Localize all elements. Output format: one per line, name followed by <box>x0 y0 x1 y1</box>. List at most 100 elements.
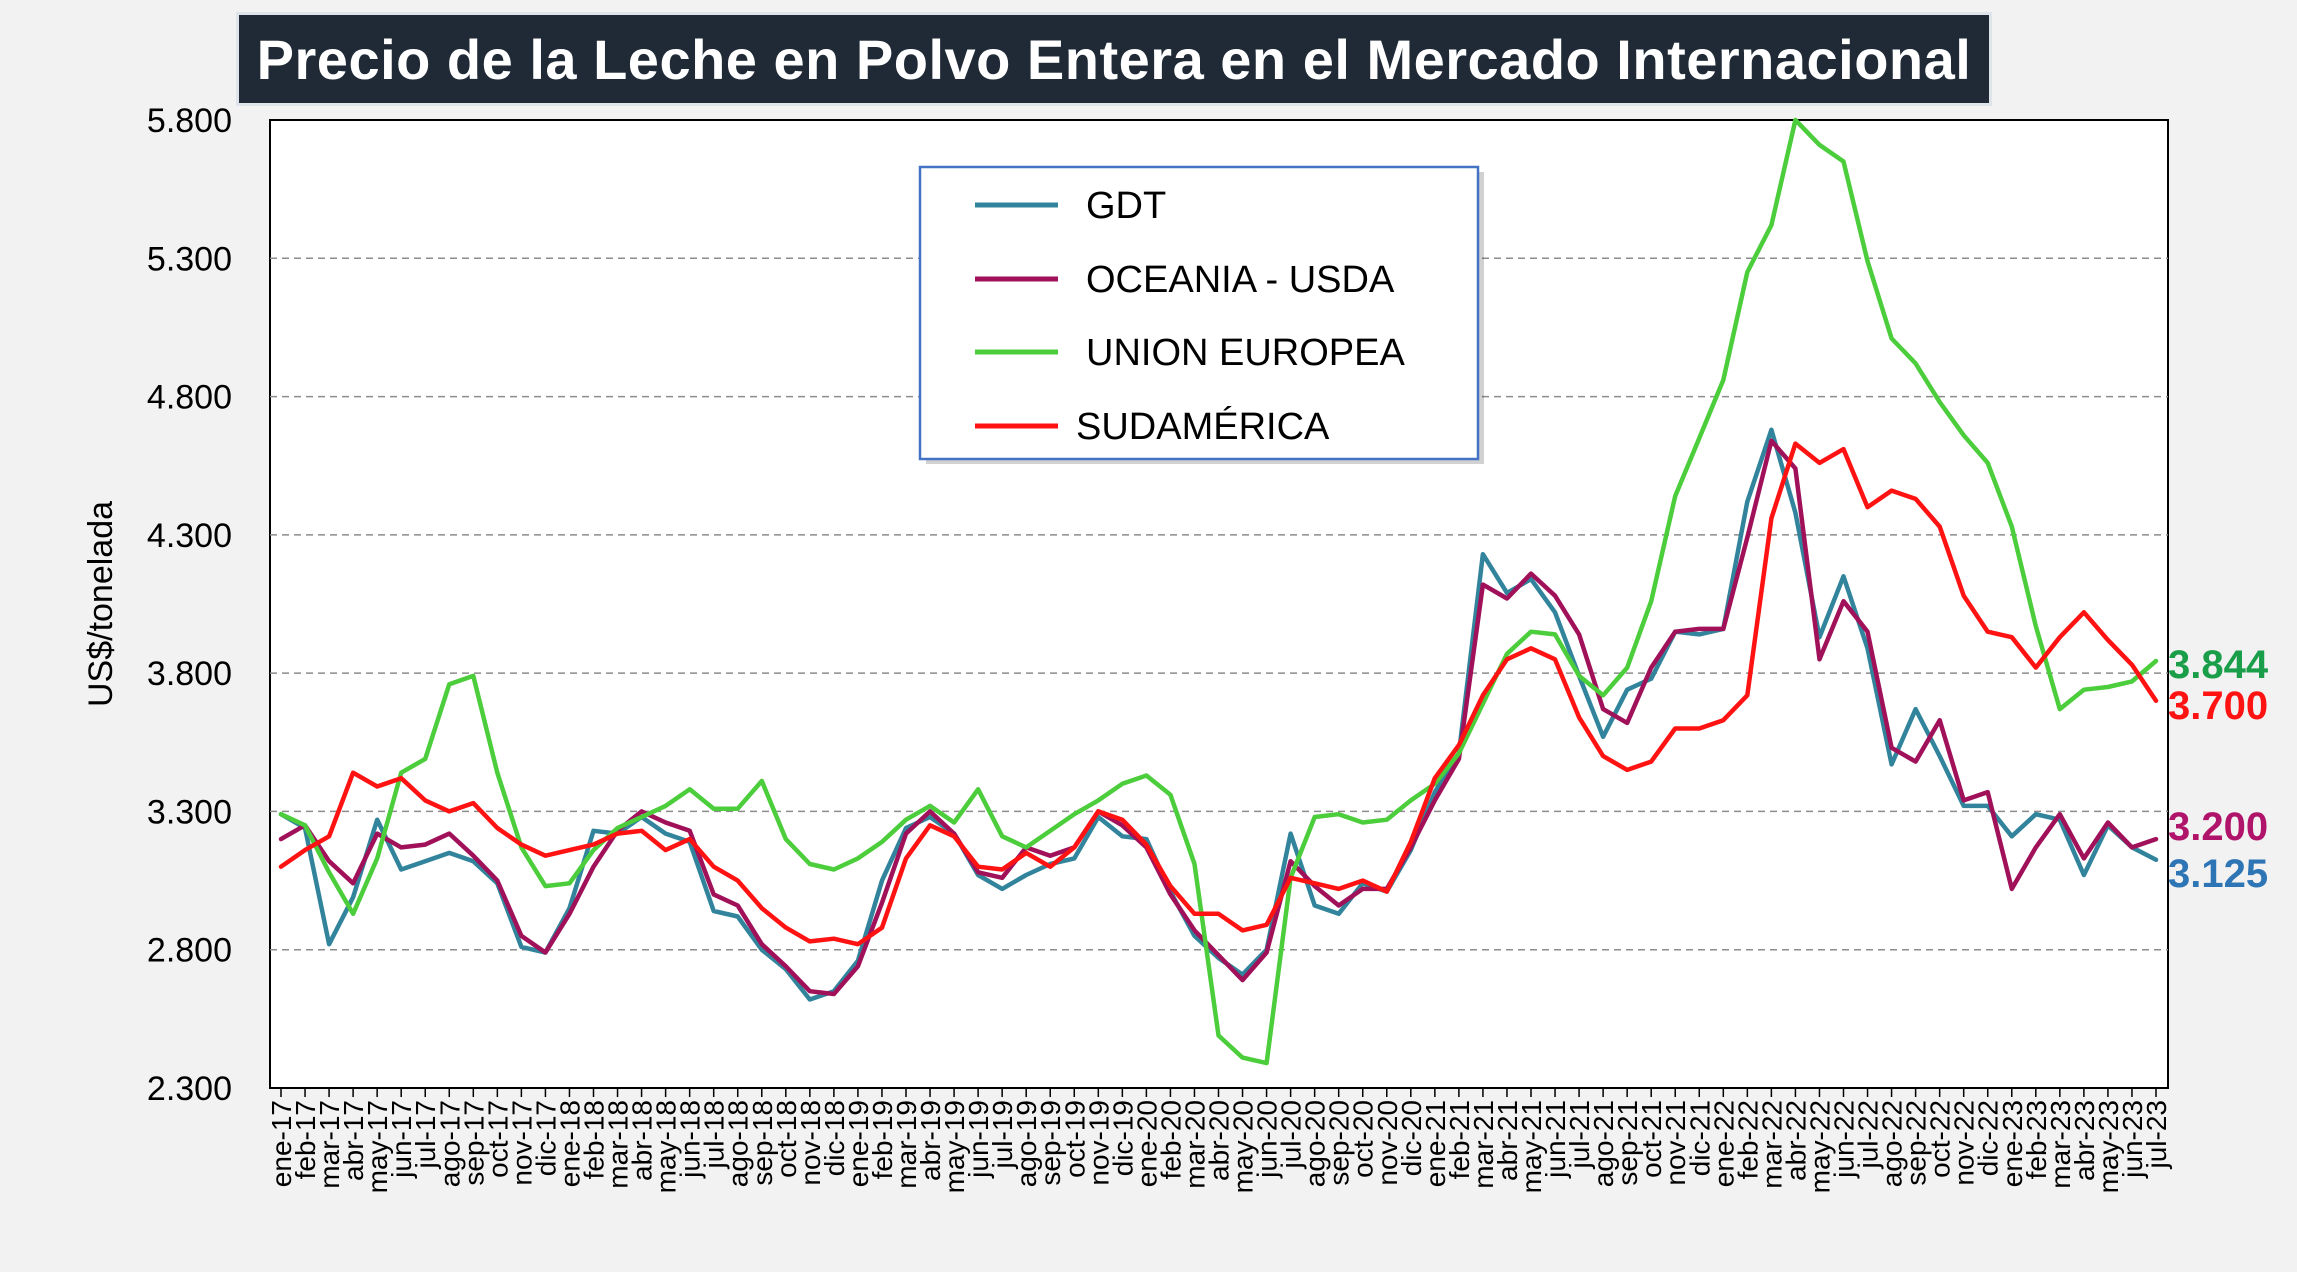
x-tick-label: oct-22 <box>1925 1100 1956 1178</box>
x-tick-label: sep-21 <box>1612 1100 1643 1186</box>
series-line-2 <box>278 117 2159 1066</box>
x-tick-label: sep-20 <box>1324 1100 1355 1186</box>
x-tick-label: may-22 <box>1804 1100 1835 1193</box>
x-tick-label: mar-20 <box>1179 1100 1210 1189</box>
x-tick-label: mar-22 <box>1756 1100 1787 1189</box>
end-value-label: 3.700 <box>2168 684 2268 728</box>
x-tick-label: abr-22 <box>1780 1100 1811 1181</box>
x-tick-label: sep-22 <box>1901 1100 1932 1186</box>
x-tick-label: jul-20 <box>1276 1100 1307 1169</box>
x-tick-label: dic-17 <box>530 1100 561 1176</box>
x-tick-label: mar-21 <box>1468 1100 1499 1189</box>
x-tick-label: jun-20 <box>1252 1100 1283 1179</box>
x-tick-label: dic-19 <box>1107 1100 1138 1176</box>
x-tick-label: ene-21 <box>1420 1100 1451 1187</box>
x-tick-label: oct-17 <box>482 1100 513 1178</box>
x-tick-label: ene-17 <box>266 1100 297 1187</box>
x-tick-label: jul-18 <box>699 1100 730 1169</box>
chart-title: Precio de la Leche en Polvo Entera en el… <box>256 27 1972 91</box>
y-tick-label: 4.300 <box>147 517 232 555</box>
x-tick-label: ene-20 <box>1131 1100 1162 1187</box>
x-tick-label: may-19 <box>939 1100 970 1193</box>
x-tick-label: abr-17 <box>338 1100 369 1181</box>
x-tick-label: ene-23 <box>1997 1100 2028 1187</box>
x-tick-label: ene-22 <box>1708 1100 1739 1187</box>
x-tick-label: oct-19 <box>1059 1100 1090 1178</box>
x-tick-label: nov-22 <box>1949 1100 1980 1186</box>
x-tick-label: ene-19 <box>843 1100 874 1187</box>
x-tick-label: ago-21 <box>1588 1100 1619 1187</box>
x-tick-label: nov-18 <box>795 1100 826 1186</box>
end-value-label: 3.844 <box>2168 643 2269 687</box>
x-tick-label: sep-19 <box>1035 1100 1066 1186</box>
x-tick-label: ene-18 <box>554 1100 585 1187</box>
x-tick-label: mar-17 <box>314 1100 345 1189</box>
x-tick-label: may-20 <box>1228 1100 1259 1193</box>
x-tick-label: jul-17 <box>410 1100 441 1169</box>
x-tick-label: nov-21 <box>1660 1100 1691 1186</box>
x-tick-label: feb-20 <box>1155 1100 1186 1179</box>
x-tick-label: feb-17 <box>290 1100 321 1179</box>
x-tick-label: may-21 <box>1516 1100 1547 1193</box>
x-tick-label: jul-21 <box>1564 1100 1595 1169</box>
x-tick-label: abr-20 <box>1204 1100 1235 1181</box>
end-value-label: 3.200 <box>2168 805 2268 849</box>
series-line-3 <box>278 441 2159 947</box>
x-tick-label: feb-18 <box>579 1100 610 1179</box>
x-tick-label: jun-17 <box>386 1100 417 1179</box>
x-tick-label: jul-22 <box>1853 1100 1884 1169</box>
x-tick-label: nov-19 <box>1083 1100 1114 1186</box>
x-tick-label: feb-22 <box>1732 1100 1763 1179</box>
x-tick-label: jun-21 <box>1540 1100 1571 1179</box>
y-tick-label: 4.800 <box>147 379 232 417</box>
y-tick-label: 5.300 <box>147 240 232 278</box>
legend-label: UNION EUROPEA <box>1086 332 1405 374</box>
legend-label: SUDAMÉRICA <box>1076 405 1330 448</box>
y-axis-label: US$/tonelada <box>82 501 120 707</box>
x-tick-label: dic-21 <box>1684 1100 1715 1176</box>
y-tick-label: 3.800 <box>147 655 232 693</box>
x-tick-label: mar-23 <box>2045 1100 2076 1189</box>
x-tick-label: sep-17 <box>458 1100 489 1186</box>
y-tick-label: 2.300 <box>147 1070 232 1108</box>
x-tick-label: jun-18 <box>675 1100 706 1179</box>
x-tick-label: ago-19 <box>1011 1100 1042 1187</box>
x-tick-label: feb-21 <box>1444 1100 1475 1179</box>
x-tick-label: nov-20 <box>1372 1100 1403 1186</box>
chart-title-box: Precio de la Leche en Polvo Entera en el… <box>236 12 1992 106</box>
x-tick-label: jul-23 <box>2141 1100 2172 1169</box>
legend-box <box>918 165 1480 461</box>
x-tick-label: dic-18 <box>819 1100 850 1176</box>
x-tick-label: dic-22 <box>1973 1100 2004 1176</box>
x-tick-label: abr-18 <box>627 1100 658 1181</box>
x-tick-label: jun-23 <box>2117 1100 2148 1179</box>
x-tick-label: jun-22 <box>1829 1100 1860 1179</box>
x-tick-label: dic-20 <box>1396 1100 1427 1176</box>
x-tick-label: ago-18 <box>723 1100 754 1187</box>
series-line-1 <box>278 438 2159 997</box>
x-tick-label: mar-18 <box>603 1100 634 1189</box>
x-tick-label: oct-18 <box>771 1100 802 1178</box>
y-tick-label: 3.300 <box>147 793 232 831</box>
x-tick-label: ago-17 <box>434 1100 465 1187</box>
x-tick-label: sep-18 <box>747 1100 778 1186</box>
legend-label: OCEANIA - USDA <box>1086 259 1395 301</box>
x-tick-label: abr-21 <box>1492 1100 1523 1181</box>
x-tick-label: mar-19 <box>891 1100 922 1189</box>
x-tick-label: feb-19 <box>867 1100 898 1179</box>
x-tick-label: jun-19 <box>963 1100 994 1179</box>
x-tick-label: abr-23 <box>2069 1100 2100 1181</box>
end-value-label: 3.125 <box>2168 852 2268 896</box>
y-tick-label: 2.800 <box>147 932 232 970</box>
x-tick-label: may-17 <box>362 1100 393 1193</box>
y-tick-label: 5.800 <box>147 102 232 140</box>
x-tick-label: jul-19 <box>987 1100 1018 1169</box>
legend-label: GDT <box>1086 185 1166 227</box>
legend: GDT OCEANIA - USDA UNION EUROPEA SUDAMÉRICA <box>918 165 1484 464</box>
x-tick-label: oct-21 <box>1636 1100 1667 1178</box>
x-tick-label: nov-17 <box>506 1100 537 1186</box>
x-tick-label: may-23 <box>2093 1100 2124 1193</box>
x-tick-label: abr-19 <box>915 1100 946 1181</box>
